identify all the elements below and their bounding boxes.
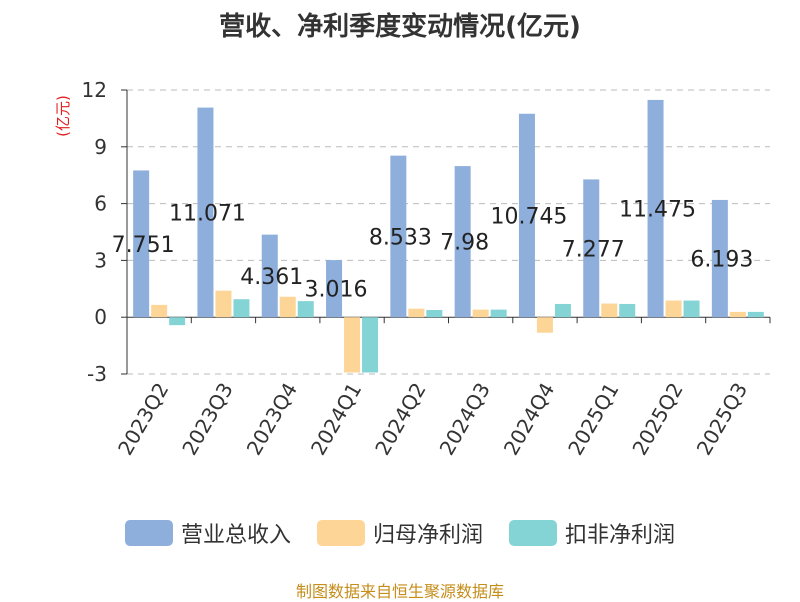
bar-revenue <box>326 260 343 318</box>
bar-net-profit <box>408 308 425 318</box>
bar-deducted-profit <box>747 311 764 318</box>
bar-net-profit <box>344 317 361 373</box>
x-tick-label: 2024Q2 <box>370 379 430 460</box>
x-tick-label: 2025Q1 <box>563 379 623 460</box>
bar-net-profit <box>472 309 489 318</box>
x-tick-label: 2024Q4 <box>499 379 559 460</box>
x-tick-label: 2025Q3 <box>692 379 752 460</box>
x-tick-label: 2025Q2 <box>627 379 687 460</box>
data-label: 10.745 <box>490 204 567 229</box>
bar-deducted-profit <box>362 317 379 373</box>
data-label: 7.751 <box>112 233 175 258</box>
x-tick-label: 2024Q3 <box>435 379 495 460</box>
bar-revenue <box>197 107 214 318</box>
legend-swatch-revenue <box>124 520 173 546</box>
source-note: 制图数据来自恒生聚源数据库 <box>295 582 504 601</box>
x-tick-label: 2023Q4 <box>242 379 302 460</box>
legend-item-revenue[interactable]: 营业总收入 <box>124 517 291 549</box>
bar-net-profit <box>151 304 168 318</box>
y-tick-label: 3 <box>94 248 107 272</box>
bar-deducted-profit <box>297 301 314 318</box>
bar-deducted-profit <box>426 310 443 318</box>
x-tick-label: 2023Q3 <box>177 379 237 460</box>
bar-net-profit <box>665 300 682 318</box>
data-label: 7.98 <box>440 231 489 256</box>
bar-deducted-profit <box>490 309 507 318</box>
legend-item-net-profit[interactable]: 归母净利润 <box>316 517 483 549</box>
y-tick-label: -3 <box>87 362 107 386</box>
data-label: 8.533 <box>369 225 432 250</box>
bar-revenue <box>647 99 664 318</box>
legend-label-deducted-profit: 扣非净利润 <box>565 523 676 548</box>
bar-deducted-profit <box>169 317 186 326</box>
x-tick-label: 2023Q2 <box>113 379 173 460</box>
bar-deducted-profit <box>683 300 700 318</box>
x-tick-label: 2024Q1 <box>306 379 366 460</box>
chart-title: 营收、净利季度变动情况(亿元) <box>219 12 581 42</box>
data-label: 11.475 <box>619 198 696 223</box>
bar-revenue <box>583 179 600 318</box>
bar-net-profit <box>536 317 553 333</box>
bar-net-profit <box>729 311 746 318</box>
y-axis-label: (亿元) <box>54 95 72 137</box>
y-tick-label: 12 <box>82 78 107 102</box>
data-label: 6.193 <box>690 248 753 273</box>
legend-item-deducted-profit[interactable]: 扣非净利润 <box>509 517 675 549</box>
bar-revenue <box>711 199 728 318</box>
legend-label-revenue: 营业总收入 <box>180 523 291 548</box>
y-tick-label: 9 <box>94 135 107 159</box>
y-tick-label: 6 <box>94 192 107 216</box>
bar-net-profit <box>215 290 232 318</box>
data-label: 4.361 <box>240 265 303 290</box>
bar-deducted-profit <box>554 303 571 318</box>
legend-label-net-profit: 归母净利润 <box>372 523 483 548</box>
y-tick-label: 0 <box>94 305 107 329</box>
bar-revenue <box>261 234 278 318</box>
bar-deducted-profit <box>619 303 636 318</box>
bar-revenue <box>454 166 471 318</box>
legend-swatch-net-profit <box>316 520 365 546</box>
bar-deducted-profit <box>233 299 250 318</box>
data-label: 11.071 <box>169 201 246 226</box>
bar-net-profit <box>601 303 618 318</box>
bar-net-profit <box>279 296 296 318</box>
data-label: 3.016 <box>305 278 368 303</box>
legend-swatch-deducted-profit <box>509 520 557 546</box>
legend: 营业总收入 归母净利润 扣非净利润 <box>0 517 800 549</box>
bar-revenue <box>390 155 407 318</box>
bar-revenue <box>133 170 150 318</box>
bar-revenue <box>518 113 535 318</box>
data-label: 7.277 <box>562 237 625 262</box>
